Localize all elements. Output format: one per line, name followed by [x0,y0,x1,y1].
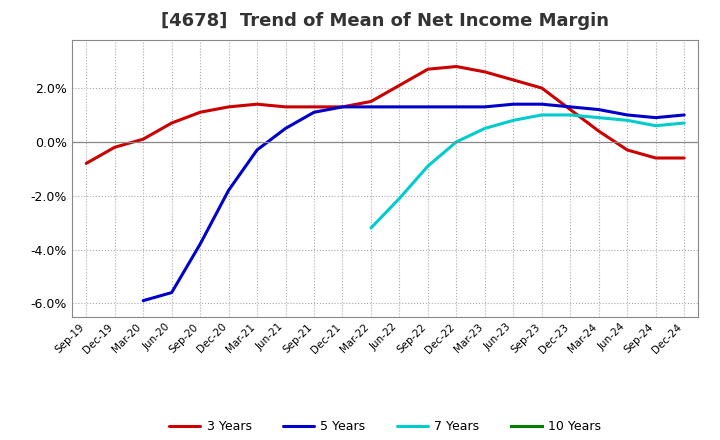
5 Years [196,242,204,247]
3 Years [196,110,204,115]
5 Years [282,126,290,131]
3 Years [82,161,91,166]
7 Years [366,225,375,231]
3 Years [452,64,461,69]
3 Years [652,155,660,161]
3 Years [167,121,176,126]
3 Years [110,145,119,150]
7 Years [623,117,631,123]
3 Years [338,104,347,110]
Line: 5 Years: 5 Years [143,104,684,301]
3 Years [253,102,261,107]
5 Years [423,104,432,110]
5 Years [537,102,546,107]
3 Years [480,69,489,74]
5 Years [680,112,688,117]
5 Years [623,112,631,117]
7 Years [509,117,518,123]
3 Years [566,107,575,112]
3 Years [537,85,546,91]
3 Years [423,66,432,72]
5 Years [509,102,518,107]
7 Years [595,115,603,120]
3 Years [366,99,375,104]
5 Years [395,104,404,110]
7 Years [423,163,432,169]
7 Years [452,139,461,144]
3 Years [623,147,631,153]
Legend: 3 Years, 5 Years, 7 Years, 10 Years: 3 Years, 5 Years, 7 Years, 10 Years [164,415,606,438]
5 Years [566,104,575,110]
5 Years [652,115,660,120]
7 Years [395,196,404,201]
7 Years [652,123,660,128]
Title: [4678]  Trend of Mean of Net Income Margin: [4678] Trend of Mean of Net Income Margi… [161,12,609,30]
7 Years [480,126,489,131]
5 Years [139,298,148,303]
3 Years [282,104,290,110]
3 Years [139,136,148,142]
5 Years [167,290,176,295]
5 Years [480,104,489,110]
3 Years [509,77,518,83]
7 Years [537,112,546,117]
Line: 7 Years: 7 Years [371,115,684,228]
3 Years [395,83,404,88]
3 Years [310,104,318,110]
5 Years [366,104,375,110]
5 Years [253,147,261,153]
5 Years [225,188,233,193]
5 Years [452,104,461,110]
3 Years [225,104,233,110]
5 Years [310,110,318,115]
3 Years [680,155,688,161]
5 Years [338,104,347,110]
5 Years [595,107,603,112]
7 Years [680,121,688,126]
7 Years [566,112,575,117]
Line: 3 Years: 3 Years [86,66,684,163]
3 Years [595,128,603,134]
